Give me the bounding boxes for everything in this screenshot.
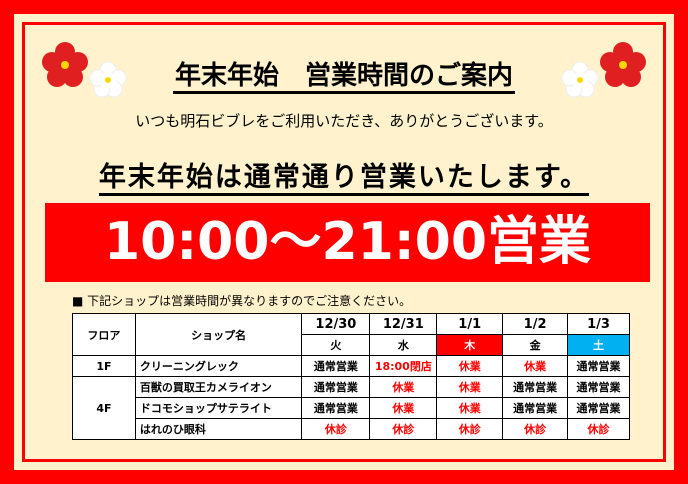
status-cell: 通常営業	[567, 397, 630, 419]
weekday-saturday: 土	[567, 334, 630, 356]
weekday: 火	[301, 334, 371, 356]
status-cell: 休業	[369, 397, 438, 419]
shop-name-cell: クリーニングレック	[134, 355, 303, 377]
status-cell: 通常営業	[502, 376, 569, 398]
status-cell: 通常営業	[301, 376, 371, 398]
status-cell: 休診	[567, 418, 630, 440]
plum-blossom-icon	[42, 42, 127, 98]
status-cell: 通常営業	[301, 397, 371, 419]
status-cell: 休業	[436, 376, 504, 398]
floor-header: フロア	[72, 313, 136, 356]
page-title: 年末年始 営業時間のご案内	[0, 55, 688, 94]
status-cell: 通常営業	[301, 355, 371, 377]
weekday-holiday: 木	[436, 334, 504, 356]
shop-name-cell: ドコモショップサテライト	[134, 397, 303, 419]
shop-header: ショップ名	[134, 313, 303, 356]
business-hours-banner: 10:00～21:00営業	[45, 203, 650, 282]
table-row: はれのひ眼科 休診 休診 休診 休診 休診	[73, 418, 630, 440]
date-header: 1/3	[567, 313, 630, 335]
date-header: 12/31	[369, 313, 438, 335]
status-cell: 休業	[436, 355, 504, 377]
status-cell: 休診	[436, 418, 504, 440]
status-cell: 休診	[301, 418, 371, 440]
status-cell: 通常営業	[567, 355, 630, 377]
floor-cell: 1F	[72, 355, 136, 377]
status-cell: 休業	[502, 355, 569, 377]
floor-cell: 4F	[72, 376, 136, 440]
weekday: 水	[369, 334, 438, 356]
table-row: 4F 百獣の買取王カメライオン 通常営業 休業 休業 通常営業 通常営業	[72, 376, 630, 440]
status-cell: 休診	[369, 418, 438, 440]
status-cell: 休業	[436, 397, 504, 419]
date-header: 1/2	[502, 313, 569, 335]
table-row: ドコモショップサテライト 通常営業 休業 休業 通常営業 通常営業	[73, 397, 630, 419]
status-cell: 通常営業	[502, 397, 569, 419]
shop-name-cell: はれのひ眼科	[134, 418, 303, 440]
status-cell: 休業	[369, 376, 438, 398]
plum-blossom-icon	[561, 42, 646, 98]
status-cell: 休診	[502, 418, 569, 440]
table-row: 1F クリーニングレック 通常営業 18:00閉店 休業 休業 通常営業	[72, 355, 630, 377]
notice-text: ■ 下記ショップは営業時間が異なりますのでご注意ください。	[72, 294, 412, 308]
date-header: 1/1	[436, 313, 504, 335]
status-cell: 18:00閉店	[369, 355, 438, 377]
date-header: 12/30	[301, 313, 371, 335]
shop-hours-table: フロア ショップ名 12/30 12/31 1/1 1/2 1/3 火 水 木 …	[72, 313, 630, 440]
greeting-text: いつも明石ビブレをご利用いただき、ありがとうございます。	[135, 112, 553, 130]
status-cell: 通常営業	[567, 376, 630, 398]
headline: 年末年始は通常通り営業いたします。	[0, 155, 688, 196]
shop-name-cell: 百獣の買取王カメライオン	[134, 376, 303, 398]
weekday: 金	[502, 334, 569, 356]
